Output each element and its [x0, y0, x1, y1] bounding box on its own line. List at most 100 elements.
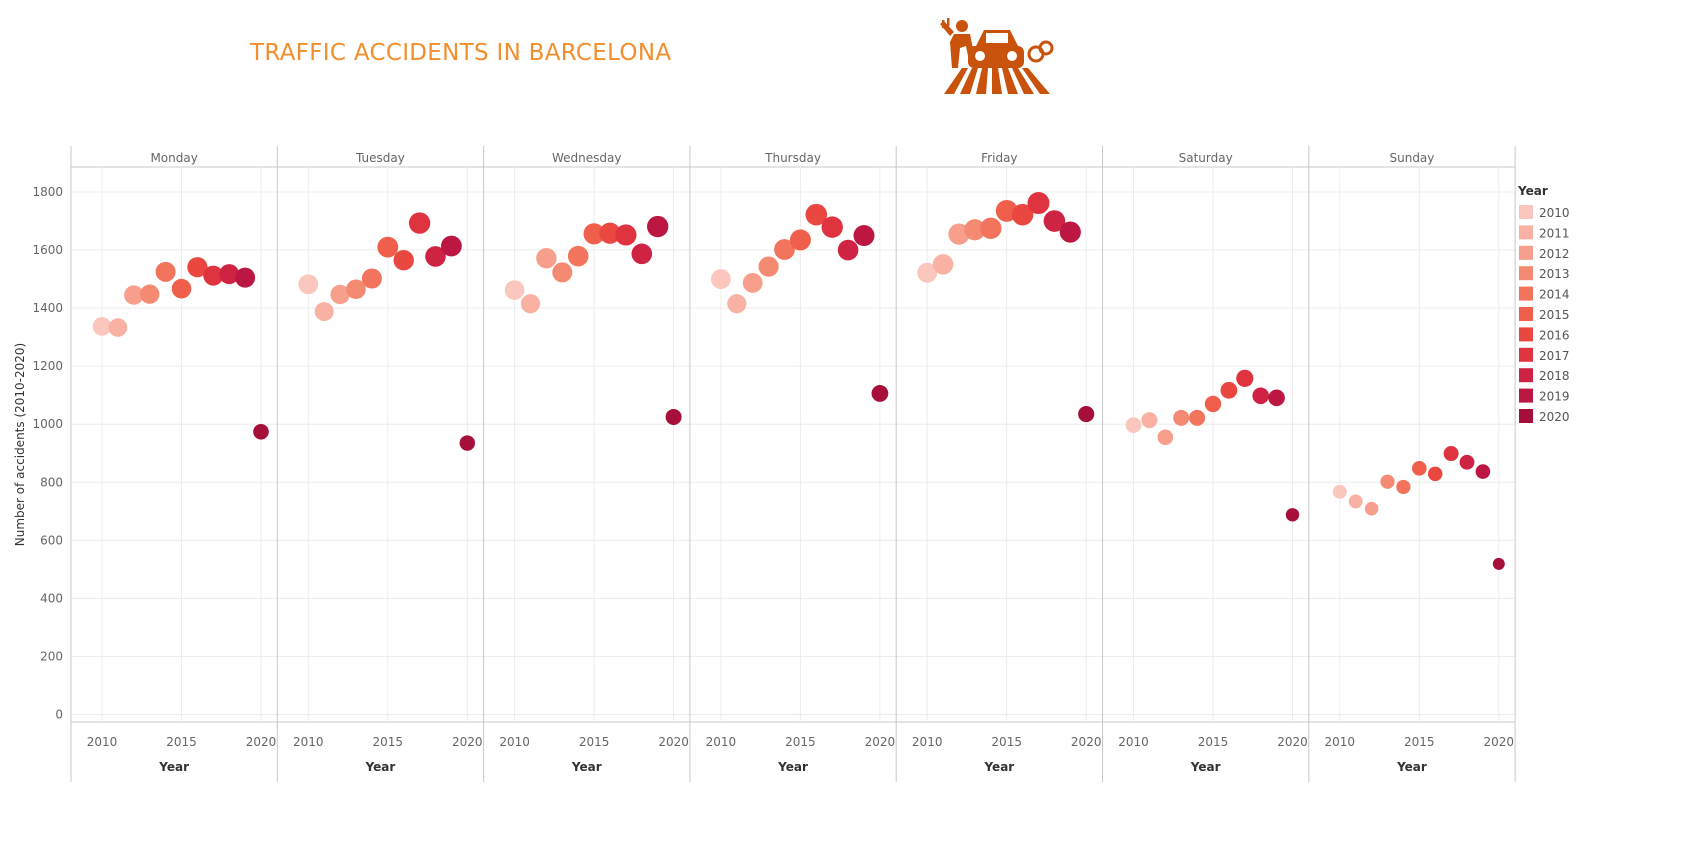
- y-tick-label: 1600: [32, 243, 63, 257]
- data-point: [1285, 508, 1300, 522]
- legend-swatch: [1519, 409, 1533, 423]
- data-point: [1059, 221, 1081, 243]
- x-tick-label: 2020: [865, 735, 896, 749]
- data-point: [235, 267, 256, 288]
- data-point: [1380, 474, 1395, 489]
- x-axis-label: Year: [158, 760, 189, 774]
- x-tick-label: 2010: [912, 735, 943, 749]
- data-point: [298, 274, 319, 295]
- legend-label: 2012: [1539, 247, 1570, 261]
- x-tick-label: 2020: [1277, 735, 1308, 749]
- legend-swatch: [1519, 245, 1533, 260]
- data-point: [361, 268, 382, 289]
- panel-header-sunday: Sunday: [1389, 151, 1434, 165]
- x-tick-label: 2010: [706, 735, 737, 749]
- data-point: [1173, 409, 1190, 426]
- legend-label: 2010: [1539, 206, 1570, 220]
- x-tick-label: 2015: [785, 735, 816, 749]
- legend-label: 2014: [1539, 288, 1570, 302]
- x-tick-label: 2020: [246, 735, 277, 749]
- legend-label: 2019: [1539, 390, 1570, 404]
- data-point: [1141, 412, 1158, 429]
- data-point: [615, 224, 637, 246]
- data-point: [1412, 461, 1427, 476]
- y-tick-label: 600: [40, 533, 63, 547]
- data-point: [871, 385, 889, 402]
- data-point: [108, 318, 128, 337]
- x-tick-label: 2015: [991, 735, 1022, 749]
- x-axis-label: Year: [1190, 760, 1221, 774]
- data-point: [552, 262, 573, 283]
- data-point: [219, 264, 240, 285]
- x-tick-label: 2015: [1404, 735, 1435, 749]
- panel-header-saturday: Saturday: [1179, 151, 1233, 165]
- data-point: [425, 246, 446, 267]
- x-tick-label: 2020: [1071, 735, 1102, 749]
- data-point: [805, 203, 828, 226]
- data-point: [187, 257, 208, 278]
- data-point: [1332, 484, 1347, 499]
- legend-swatch: [1519, 266, 1533, 281]
- data-point: [631, 243, 653, 265]
- panel-header-thursday: Thursday: [764, 151, 821, 165]
- legend-swatch: [1519, 368, 1533, 383]
- legend-swatch: [1519, 388, 1533, 403]
- y-axis-title: Number of accidents (2010-2020): [13, 343, 27, 546]
- data-point: [567, 245, 589, 267]
- data-point: [393, 250, 414, 271]
- legend-swatch: [1519, 225, 1533, 240]
- data-point: [948, 223, 970, 245]
- y-tick-label: 800: [40, 475, 63, 489]
- panel-header-tuesday: Tuesday: [355, 151, 405, 165]
- x-tick-label: 2010: [499, 735, 530, 749]
- data-point: [1396, 479, 1411, 495]
- data-point: [1043, 210, 1066, 232]
- data-point: [1220, 381, 1238, 399]
- data-point: [727, 294, 747, 314]
- data-point: [441, 235, 462, 257]
- data-point: [964, 219, 986, 241]
- data-point: [1268, 389, 1285, 407]
- data-point: [459, 435, 475, 451]
- data-point: [774, 239, 795, 260]
- x-axis-label: Year: [983, 760, 1014, 774]
- y-tick-label: 0: [55, 708, 63, 722]
- x-tick-label: 2020: [658, 735, 689, 749]
- data-point: [599, 222, 621, 244]
- data-point: [253, 423, 269, 440]
- data-point: [789, 229, 811, 251]
- panel-header-wednesday: Wednesday: [552, 151, 621, 165]
- data-point: [140, 284, 160, 304]
- data-point: [171, 278, 192, 299]
- data-point: [504, 280, 525, 300]
- data-point: [821, 216, 843, 238]
- y-tick-label: 1200: [32, 359, 63, 373]
- legend-swatch: [1519, 286, 1533, 301]
- x-tick-label: 2010: [1118, 735, 1149, 749]
- x-tick-label: 2015: [373, 735, 404, 749]
- x-axis-label: Year: [571, 760, 602, 774]
- x-tick-label: 2020: [1484, 735, 1515, 749]
- legend-label: 2011: [1539, 226, 1570, 240]
- legend-swatch: [1519, 307, 1533, 321]
- data-point: [314, 302, 334, 322]
- data-point: [124, 285, 144, 305]
- panel-header-monday: Monday: [150, 151, 197, 165]
- data-point: [665, 408, 682, 425]
- x-tick-label: 2015: [579, 735, 610, 749]
- legend-label: 2013: [1539, 267, 1570, 281]
- data-point: [408, 212, 431, 234]
- data-point: [758, 256, 779, 277]
- data-point: [155, 261, 176, 282]
- data-point: [203, 265, 224, 286]
- data-point: [1364, 501, 1379, 516]
- data-point: [1189, 409, 1206, 426]
- x-tick-label: 2010: [87, 735, 118, 749]
- x-axis-label: Year: [365, 760, 396, 774]
- legend-label: 2016: [1539, 328, 1570, 342]
- data-point: [583, 223, 605, 245]
- x-tick-label: 2015: [1198, 735, 1229, 749]
- data-point: [837, 239, 859, 261]
- y-tick-label: 1400: [32, 301, 63, 315]
